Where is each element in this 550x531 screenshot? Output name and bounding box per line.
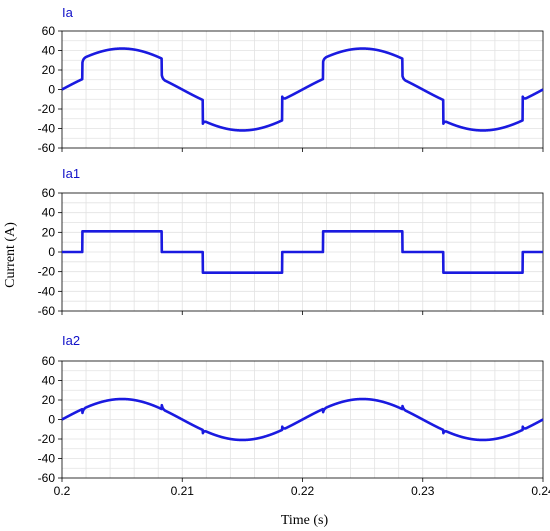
y-tick-label: 0	[48, 413, 55, 427]
panel-ia1: 60 40 20 0 -20 -40 -60 Ia1	[38, 166, 545, 318]
x-tick-label: 0.2	[54, 484, 71, 498]
series-line-ia	[60, 47, 545, 132]
y-tick-label: -20	[38, 102, 56, 116]
x-tick-label: 0.21	[171, 484, 195, 498]
y-tick-label: 60	[42, 186, 56, 200]
x-tick-label: 0.24	[531, 484, 550, 498]
y-tick-label: 20	[42, 225, 56, 239]
panel-title: Ia2	[62, 333, 80, 348]
y-tick-label: 60	[42, 354, 56, 368]
x-tick-label: 0.23	[411, 484, 435, 498]
x-tick-label: 0.22	[291, 484, 315, 498]
y-tick-label: 40	[42, 374, 56, 388]
y-tick-label: 40	[42, 44, 56, 58]
y-tick-label: 0	[48, 83, 55, 97]
y-tick-label: -60	[38, 471, 56, 485]
y-tick-label: 60	[42, 24, 56, 38]
panel-title: Ia	[62, 5, 74, 20]
x-axis-label: Time (s)	[281, 513, 329, 528]
panel-title: Ia1	[62, 166, 80, 181]
y-tick-label: -20	[38, 265, 56, 279]
y-tick-label: -60	[38, 141, 56, 155]
panel-ia2: 60 40 20 0 -20 -40 -60 Ia2	[38, 333, 545, 485]
y-tick-label: 0	[48, 245, 55, 259]
y-tick-label: -60	[38, 304, 56, 318]
y-tick-label: -20	[38, 432, 56, 446]
y-tick-label: -40	[38, 284, 56, 298]
series-line-ia1	[60, 230, 545, 274]
y-tick-label: -40	[38, 452, 56, 466]
y-tick-label: 40	[42, 206, 56, 220]
y-tick-label: 20	[42, 393, 56, 407]
y-tick-label: 20	[42, 63, 56, 77]
panel-ia: 60 40 20 0 -20 -40 -60 Ia	[38, 5, 545, 155]
y-tick-label: -40	[38, 122, 56, 136]
series-line-ia2	[60, 397, 545, 442]
y-axis-label: Current (A)	[3, 222, 18, 288]
